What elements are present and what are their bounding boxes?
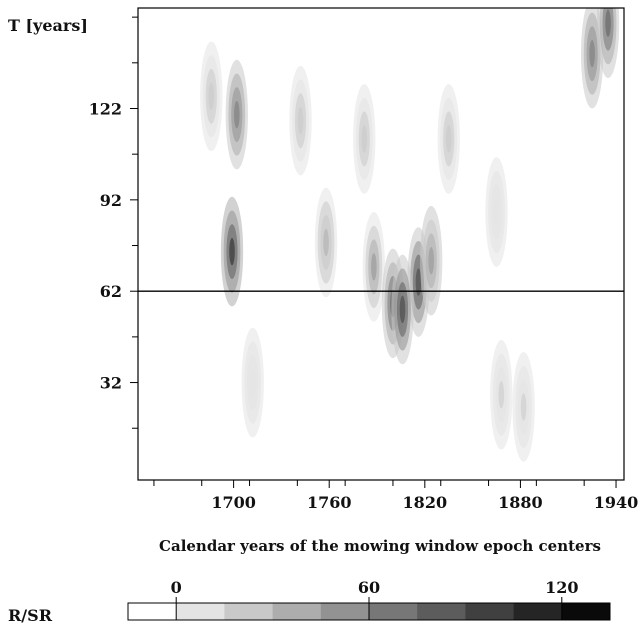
heat-spot-15 bbox=[596, 8, 620, 79]
colorbar-step-7 bbox=[417, 603, 466, 620]
colorbar-step-1 bbox=[128, 603, 177, 620]
colorbar-step-5 bbox=[320, 603, 370, 620]
x-axis: 1700 1760 1820 1880 1940 bbox=[153, 480, 639, 512]
colorbar-step-8 bbox=[465, 603, 515, 620]
colorbar: 0 60 120 bbox=[127, 578, 611, 621]
colorbar-tick-label-0: 0 bbox=[171, 578, 182, 597]
heat-spot-11 bbox=[353, 84, 376, 194]
heat-spot-13 bbox=[485, 157, 508, 267]
colorbar-step-3 bbox=[224, 603, 274, 620]
colorbar-step-6 bbox=[369, 603, 418, 620]
colorbar-step-9 bbox=[513, 603, 563, 620]
y-tick-label-62: 62 bbox=[100, 282, 122, 301]
heat-spot-10 bbox=[420, 205, 443, 316]
heat-spot-16 bbox=[490, 339, 513, 450]
heat-spot-3 bbox=[225, 59, 248, 170]
y-tick-label-122: 122 bbox=[89, 99, 122, 118]
heat-spot-6 bbox=[362, 212, 385, 322]
heat-spot-4 bbox=[314, 187, 338, 298]
colorbar-tick-label-120: 120 bbox=[545, 578, 578, 597]
heat-spot-9 bbox=[391, 254, 414, 365]
plot-frame bbox=[137, 7, 625, 481]
heat-spot-18 bbox=[241, 327, 264, 438]
heatmap-layer bbox=[200, 8, 620, 462]
heat-spot-2 bbox=[200, 41, 223, 152]
x-axis-label: Calendar years of the mowing window epoc… bbox=[159, 537, 601, 555]
heat-spot-12 bbox=[437, 84, 460, 194]
colorbar-label: R/SR bbox=[8, 606, 53, 625]
y-tick-label-92: 92 bbox=[100, 191, 122, 210]
heat-spot-1 bbox=[220, 196, 244, 307]
y-tick-label-32: 32 bbox=[100, 374, 122, 393]
colorbar-step-2 bbox=[176, 603, 225, 620]
x-tick-label-1940: 1940 bbox=[594, 493, 639, 512]
y-axis-label: T [years] bbox=[8, 16, 88, 35]
x-tick-label-1880: 1880 bbox=[498, 493, 543, 512]
x-tick-label-1820: 1820 bbox=[403, 493, 448, 512]
colorbar-step-4 bbox=[272, 603, 322, 620]
colorbar-step-10 bbox=[561, 603, 611, 620]
colorbar-tick-label-60: 60 bbox=[358, 578, 380, 597]
y-axis: 32 62 92 122 bbox=[89, 16, 138, 429]
x-tick-label-1760: 1760 bbox=[307, 493, 352, 512]
heat-spot-5 bbox=[289, 65, 312, 176]
heat-spot-17 bbox=[512, 352, 535, 462]
x-tick-label-1700: 1700 bbox=[211, 493, 256, 512]
